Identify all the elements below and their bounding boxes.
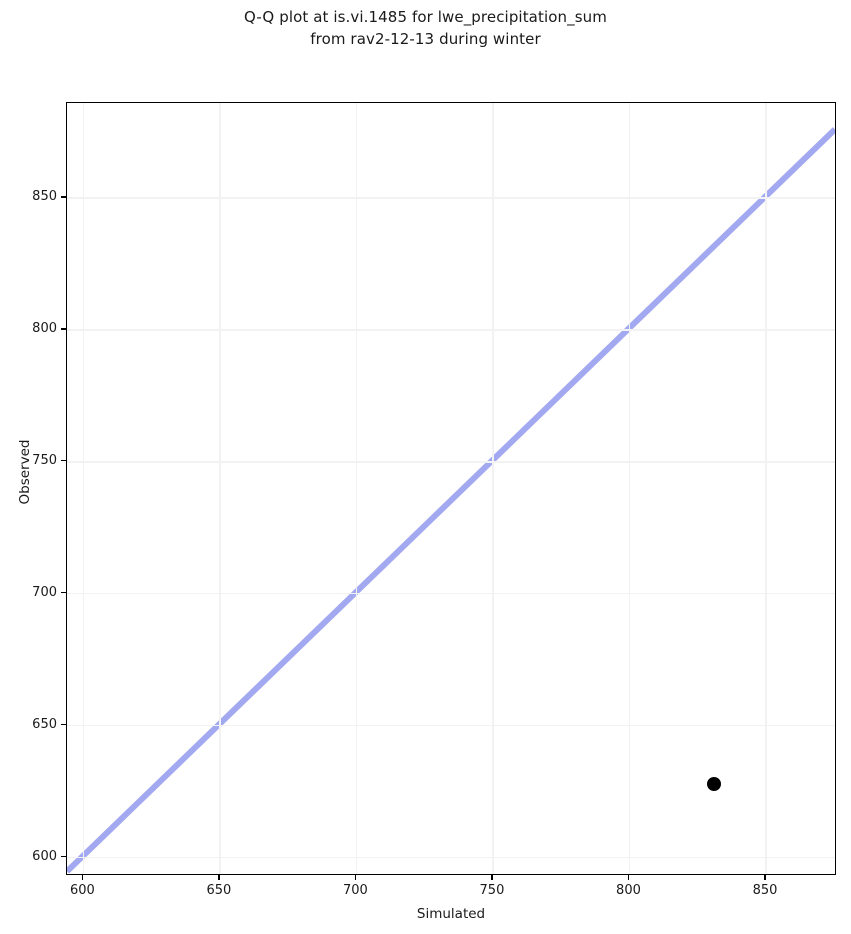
chart-title-line-2: from rav2-12-13 during winter [310,30,541,48]
x-axis-tick-label: 850 [752,883,778,898]
chart-title: Q-Q plot at is.vi.1485 for lwe_precipita… [0,6,851,50]
x-axis-tick-label: 700 [343,883,368,898]
x-axis-tick-label: 750 [479,883,505,898]
y-axis-tick [61,328,66,330]
gridline-vertical [219,103,221,874]
y-axis-tick-label: 850 [32,188,57,204]
y-axis-tick [61,196,66,198]
gridline-horizontal [67,592,835,595]
gridline-horizontal [67,724,835,727]
y-axis-tick-label: 650 [32,716,57,732]
gridline-horizontal [67,329,835,331]
gridline-horizontal [67,856,835,859]
gridline-vertical [355,103,358,874]
gridline-vertical [492,103,494,874]
y-axis-tick [61,460,66,462]
y-axis-tick-label: 700 [32,584,57,600]
x-axis-tick-label: 600 [69,883,95,898]
y-axis-tick [61,592,66,594]
y-axis-tick [61,855,66,858]
gridline-vertical [628,103,631,874]
gridline-vertical [765,103,767,874]
data-point [707,776,722,791]
x-axis-label: Simulated [416,906,486,922]
x-axis-tick [354,875,357,880]
identity-reference-line [67,127,835,874]
x-axis-tick-label: 800 [616,883,641,898]
x-axis-tick-label: 650 [206,883,232,898]
plot-area [66,102,836,875]
x-axis-tick [491,875,493,880]
y-axis-tick-label: 800 [32,320,57,336]
y-axis-tick-label: 750 [32,452,57,468]
gridline-vertical [82,103,85,874]
gridline-horizontal [67,197,835,199]
gridline-horizontal [67,461,835,463]
x-axis-tick [764,875,766,880]
x-axis-tick [218,875,220,880]
y-axis-label: Observed [17,439,33,505]
y-axis-tick-label: 600 [32,848,57,864]
y-axis-tick [61,723,66,726]
x-axis-tick [81,875,84,880]
chart-title-line-1: Q-Q plot at is.vi.1485 for lwe_precipita… [244,8,607,26]
x-axis-tick [627,875,630,880]
